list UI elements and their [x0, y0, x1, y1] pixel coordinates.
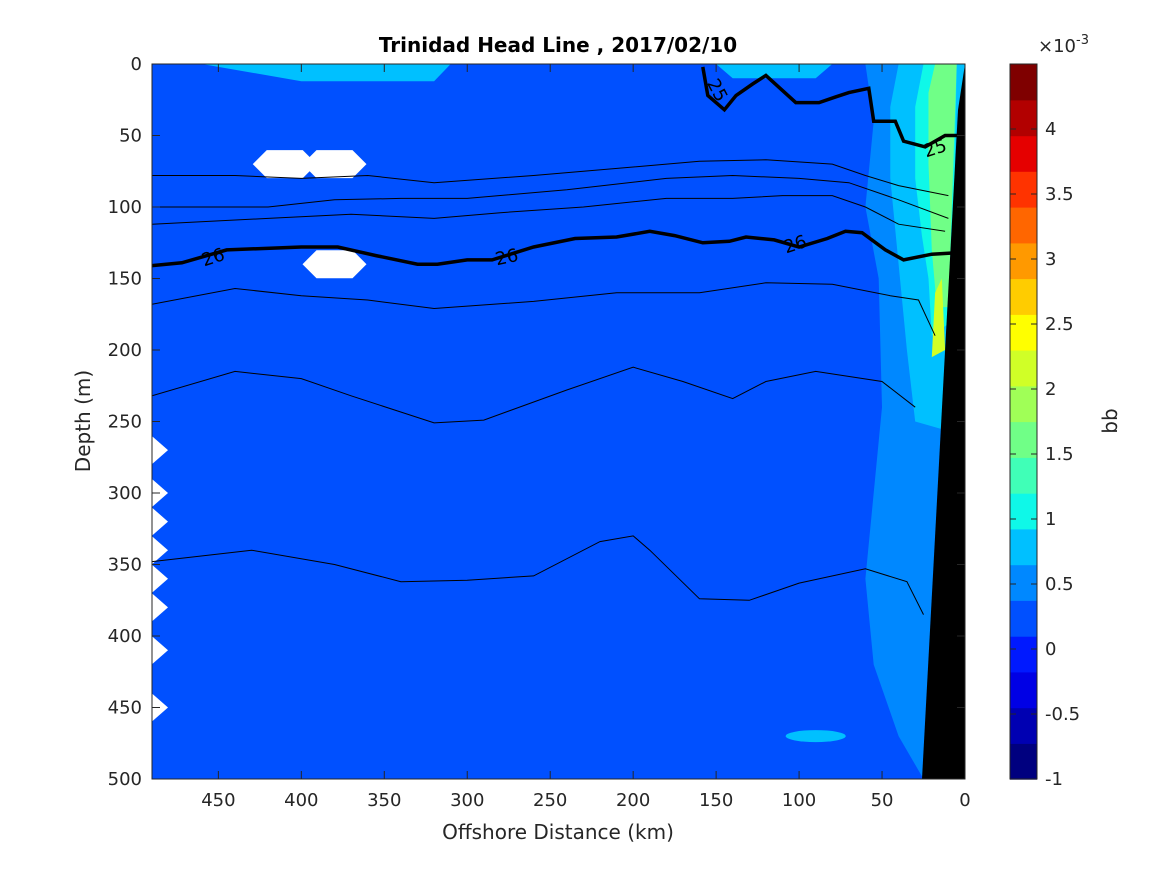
- y-tick-label: 150: [108, 269, 142, 290]
- colorbar-swatch: [1010, 278, 1037, 315]
- colorbar-swatch: [1010, 350, 1037, 387]
- colorbar-tick-label: 1: [1045, 509, 1056, 530]
- y-tick-label: 350: [108, 555, 142, 576]
- x-tick-label: 150: [699, 790, 733, 811]
- colorbar-tick-label: -0.5: [1045, 704, 1080, 725]
- colorbar-tick-label: 3: [1045, 249, 1056, 270]
- x-tick-label: 100: [782, 790, 816, 811]
- x-tick-label: 50: [871, 790, 894, 811]
- isopycnal-6: [152, 366, 916, 424]
- x-tick-label: 200: [616, 790, 650, 811]
- colorbar-swatch: [1010, 171, 1037, 208]
- y-tick-label: 500: [108, 769, 142, 790]
- y-tick-label: 50: [119, 126, 142, 147]
- x-tick-label: 0: [959, 790, 970, 811]
- y-tick-label: 400: [108, 626, 142, 647]
- colorbar-exponent-base: ×10: [1038, 36, 1076, 57]
- missing-hex-2: [252, 150, 317, 179]
- colorbar-swatch: [1010, 421, 1037, 458]
- isopycnal-lines: [152, 66, 962, 615]
- colorbar-swatch: [1010, 99, 1037, 137]
- colorbar-tick-label: 2: [1045, 379, 1056, 400]
- colorbar-tick-label: 2.5: [1045, 314, 1074, 335]
- x-tick-label: 400: [284, 790, 318, 811]
- missing-edge-2: [152, 507, 168, 536]
- field-band-deep-patch: [785, 730, 846, 743]
- colorbar-tick-label: 0: [1045, 639, 1056, 660]
- y-tick-label: 0: [131, 54, 142, 75]
- missing-hex-1: [302, 150, 367, 179]
- colorbar-swatch: [1010, 64, 1037, 101]
- colorbar-frame: [1009, 63, 1038, 780]
- colorbar-swatch: [1010, 564, 1037, 601]
- colorbar-swatch: [1010, 707, 1037, 744]
- colorbar-swatch: [1010, 385, 1037, 423]
- colorbar-ticks: -1 -0.5 0 0.5 1 1.5 2 2.5 3 3.5 4: [1010, 119, 1080, 790]
- y-tick-label: 450: [108, 698, 142, 719]
- colorbar-tick-label: 4: [1045, 119, 1056, 140]
- colorbar-swatch: [1010, 457, 1037, 494]
- isopycnal-3: [152, 174, 949, 219]
- y-tick-label: 100: [108, 197, 142, 218]
- colorbar-swatch: [1010, 671, 1037, 709]
- isopycnal-26: [152, 229, 957, 268]
- colorbar-tick-label: 1.5: [1045, 444, 1074, 465]
- missing-edge-0: [152, 436, 168, 465]
- y-tick-label: 300: [108, 483, 142, 504]
- field-background: [152, 64, 965, 779]
- colorbar-tick-label: 0.5: [1045, 574, 1074, 595]
- colorbar: -1 -0.5 0 0.5 1 1.5 2 2.5 3 3.5 4 ×10-3 bb: [1009, 33, 1122, 790]
- colorbar-tick-label: -1: [1045, 769, 1063, 790]
- y-tick-label: 250: [108, 412, 142, 433]
- colorbar-swatch: [1010, 493, 1037, 530]
- isopycnal-2: [152, 159, 949, 197]
- x-tick-label: 300: [450, 790, 484, 811]
- plot-area: [152, 64, 965, 779]
- y-tick-label: 200: [108, 340, 142, 361]
- seafloor-bathymetry: [922, 64, 965, 779]
- y-axis: 0 50 100 150 200 250 300 350 400 450 500: [108, 54, 965, 790]
- missing-edge-5: [152, 593, 168, 622]
- colorbar-tick-label: 3.5: [1045, 184, 1074, 205]
- missing-hex-0: [302, 250, 367, 279]
- field-band-1.5: [928, 64, 957, 308]
- isopycnal-25: [701, 66, 962, 149]
- x-tick-label: 250: [533, 790, 567, 811]
- colorbar-swatch: [1010, 600, 1037, 637]
- missing-edge-4: [152, 564, 168, 593]
- x-tick-label: 450: [201, 790, 235, 811]
- isopycnal-4: [152, 195, 946, 232]
- colorbar-swatch: [1010, 242, 1037, 280]
- colorbar-swatch: [1010, 636, 1037, 673]
- y-axis-label: Depth (m): [71, 370, 95, 472]
- colorbar-exponent-power: -3: [1076, 33, 1089, 48]
- colorbar-swatch: [1010, 135, 1037, 172]
- isopycnal-7: [152, 535, 924, 615]
- field-band-surface-b: [716, 64, 833, 79]
- x-axis-label: Offshore Distance (km): [442, 820, 674, 844]
- colorbar-swatch: [1010, 528, 1037, 566]
- missing-edge-3: [152, 536, 168, 565]
- colorbar-swatch: [1010, 207, 1037, 244]
- colorbar-label: bb: [1098, 408, 1122, 433]
- x-axis: 450 400 350 300 250 200 150 100 50 0: [201, 64, 971, 811]
- field-band-2: [931, 278, 946, 358]
- colorbar-swatch: [1010, 314, 1037, 351]
- colorbar-swatches: [1010, 64, 1037, 780]
- contour-label-26-b: 26: [493, 245, 520, 270]
- colorbar-exponent: ×10-3: [1038, 33, 1089, 57]
- colorbar-swatch: [1010, 743, 1037, 780]
- chart-title: Trinidad Head Line , 2017/02/10: [379, 33, 737, 57]
- x-tick-label: 350: [367, 790, 401, 811]
- missing-edge-6: [152, 636, 168, 665]
- isopycnal-5: [152, 282, 936, 336]
- field-band-surface-a: [201, 64, 451, 82]
